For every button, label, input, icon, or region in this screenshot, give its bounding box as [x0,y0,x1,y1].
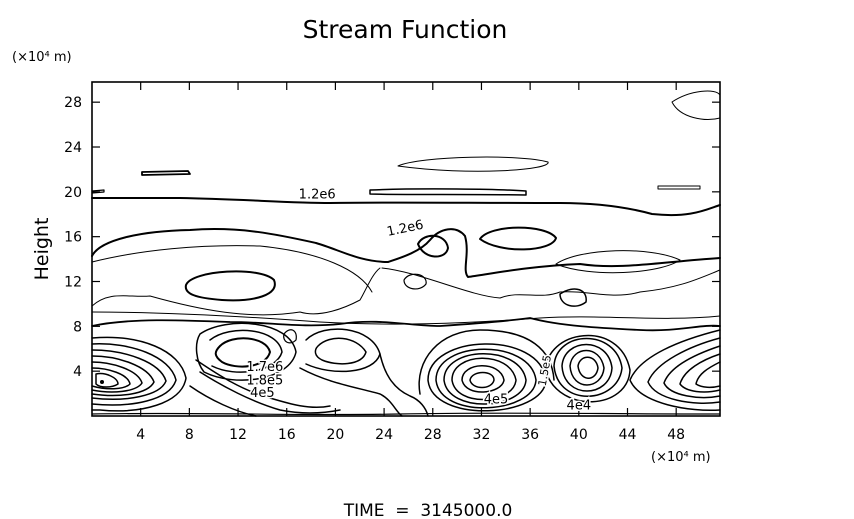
x-tick-label: 28 [424,427,442,443]
chart-title: Stream Function [303,15,508,44]
x-tick-label: 24 [375,427,393,443]
y-tick-label: 24 [64,140,82,156]
y-tick-label: 12 [64,275,82,291]
y-tick-label: 4 [73,364,82,380]
x-axis-ticks: 4 8 12 16 20 24 28 32 36 40 44 48 [136,82,685,443]
contour-label: 1.2e6 [386,218,425,240]
x-tick-label: 48 [667,427,685,443]
y-tick-label: 8 [73,319,82,335]
y-tick-label: 16 [64,230,82,246]
x-tick-label: 16 [278,427,296,443]
x-tick-label: 4 [136,427,145,443]
plot-frame [91,81,721,417]
x-tick-label: 32 [473,427,491,443]
y-unit-label: (×10⁴ m) [12,50,72,65]
contour-label: 4e5 [484,393,509,408]
contour-label: 1.8e5 [246,374,283,389]
x-unit-label: (×10⁴ m) [651,450,711,465]
time-label: TIME = 3145000.0 [343,501,513,519]
x-tick-label: 20 [326,427,344,443]
contour-label: 4e5 [250,386,275,401]
x-tick-label: 44 [619,427,637,443]
y-axis-ticks: 4 8 12 16 20 24 28 [64,95,720,380]
contour-field [91,90,721,417]
y-axis-label: Height [31,218,53,281]
y-tick-label: 20 [64,185,82,201]
y-tick-label: 28 [64,95,82,111]
contour-label: 1.7e6 [246,360,283,375]
x-tick-label: 40 [570,427,588,443]
x-tick-label: 36 [521,427,539,443]
x-tick-label: 12 [229,427,247,443]
contour-label: 1.2e6 [299,188,336,203]
contour-label: 4e4 [567,398,592,413]
x-tick-label: 8 [185,427,194,443]
